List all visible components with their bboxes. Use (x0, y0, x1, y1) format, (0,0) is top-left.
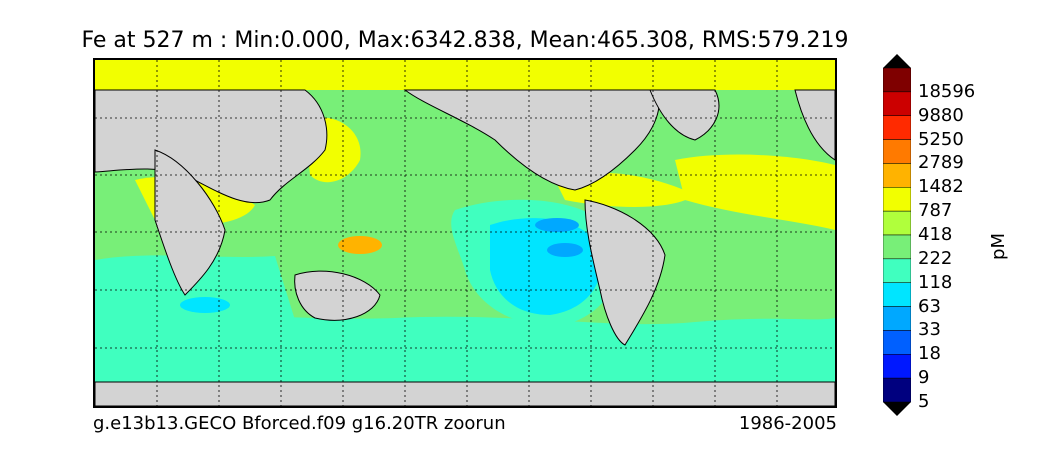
gyre-core-2 (547, 243, 583, 257)
southern-ocean-band (95, 311, 835, 382)
colorbar-tick-label: 5250 (918, 128, 964, 150)
colorbar-top-extension (883, 54, 911, 68)
colorbar-bin (883, 163, 911, 188)
colorbar-bin (883, 91, 911, 116)
arctic-band (95, 60, 835, 90)
ocean-iron-map (95, 60, 835, 406)
footer-period-label: 1986-2005 (738, 413, 837, 434)
colorbar-bin (883, 258, 911, 283)
colorbar-bin (883, 354, 911, 379)
indian-low-patch (180, 297, 230, 313)
eurasia-land (95, 89, 328, 204)
africa-land (154, 149, 226, 296)
south-indian-band (95, 255, 295, 322)
colorbar-tick-label: 18596 (918, 80, 976, 102)
land-masses (95, 89, 835, 406)
greenland-land (649, 89, 720, 141)
colorbar-bin (883, 67, 911, 93)
colorbar-bottom-extension (883, 402, 911, 416)
colorbar-tick-label: 9880 (918, 104, 964, 126)
antarctica-land (95, 381, 835, 406)
colorbar-tick-label: 1482 (918, 176, 964, 198)
colorbar-bin (883, 330, 911, 355)
gyre-core-1 (535, 218, 579, 232)
colorbar-bin (883, 282, 911, 307)
colorbar-bin (883, 234, 911, 260)
colorbar-bin (883, 187, 911, 212)
south-pacific-gyre-inner (490, 218, 602, 315)
colorbar-tick-label: 9 (918, 367, 930, 389)
colorbar-bins (883, 67, 911, 403)
colorbar-bin (883, 210, 911, 236)
south-america-land (584, 199, 666, 346)
colorbar-bin (883, 115, 911, 140)
colorbar-bin (883, 377, 911, 403)
north-atlantic-yellow (675, 154, 835, 230)
colorbar-tick-label: 33 (918, 319, 941, 341)
australia-land (294, 270, 381, 321)
colorbar-bin (883, 306, 911, 331)
colorbar-unit: pM (987, 233, 1009, 260)
map-panel (93, 58, 837, 408)
colorbar-tick-label: 118 (918, 271, 953, 293)
colorbar-tick-label: 63 (918, 295, 941, 317)
plot-title: Fe at 527 m : Min:0.000, Max:6342.838, M… (81, 28, 849, 53)
map-gridlines (95, 60, 835, 406)
colorbar-tick-label: 2789 (918, 152, 964, 174)
new-guinea-orange (338, 236, 382, 254)
colorbar-tick-label: 222 (918, 247, 953, 269)
colorbar-bin (883, 139, 911, 164)
colorbar-tick-label: 787 (918, 200, 953, 222)
footer-run-label: g.e13b13.GECO Bforced.f09 g16.20TR zooru… (93, 413, 506, 434)
colorbar-tick-label: 5 (918, 391, 930, 412)
europe-land (794, 89, 835, 161)
north-america-land (403, 89, 660, 191)
colorbar-tick-label: 418 (918, 224, 953, 245)
colorbar (883, 54, 911, 416)
colorbar-tick-label: 18 (918, 343, 941, 365)
